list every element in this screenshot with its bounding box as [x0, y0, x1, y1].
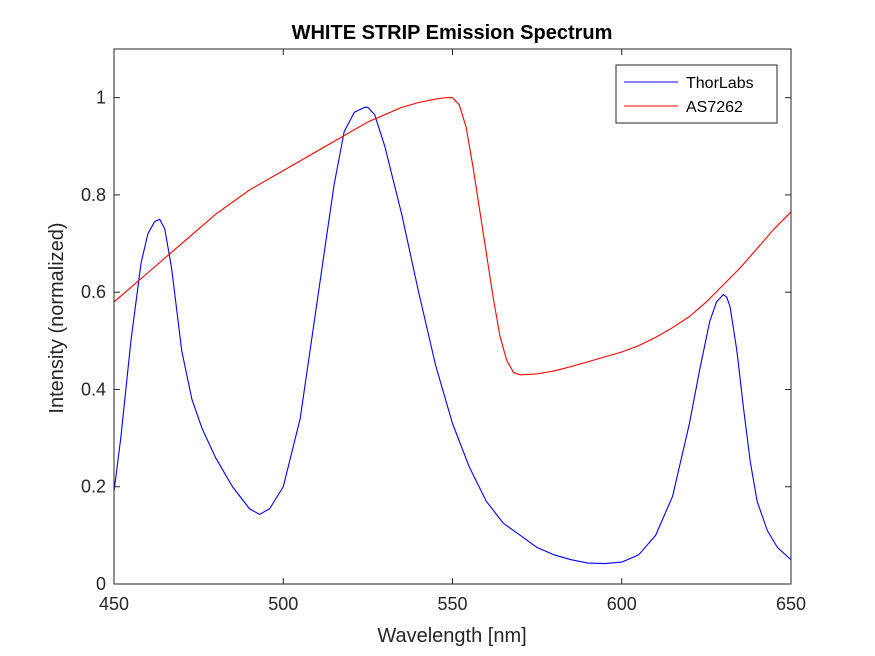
legend-label-thorlabs: ThorLabs — [686, 75, 754, 92]
chart-title: WHITE STRIP Emission Spectrum — [292, 22, 613, 44]
x-tick-label: 450 — [99, 594, 129, 614]
plot-background — [114, 49, 791, 584]
legend-label-as7262: AS7262 — [686, 99, 743, 116]
plot-area — [114, 49, 791, 584]
legend-box — [615, 64, 778, 124]
y-tick-label: 0 — [96, 574, 106, 594]
series-line-as7262 — [114, 97, 791, 376]
x-tick-label: 650 — [776, 594, 806, 614]
x-tick-label: 600 — [607, 594, 637, 614]
y-tick-label: 0.8 — [81, 185, 106, 205]
y-tick-label: 0.2 — [81, 477, 106, 497]
x-axis-label: Wavelength [nm] — [377, 625, 526, 647]
legend: ThorLabs AS7262 — [615, 64, 778, 124]
x-tick-label: 500 — [268, 594, 298, 614]
y-tick-label: 0.6 — [81, 282, 106, 302]
x-tick-label: 550 — [437, 594, 467, 614]
series-line-thorlabs — [114, 106, 791, 565]
y-tick-label: 0.4 — [81, 379, 106, 399]
axes-layer: 450 500 550 600 650 0 0.2 0.4 0.6 0.8 1 — [81, 48, 806, 614]
series-layer — [114, 97, 791, 565]
y-axis-label: Intensity (normalized) — [46, 222, 68, 413]
y-tick-label: 1 — [96, 88, 106, 108]
